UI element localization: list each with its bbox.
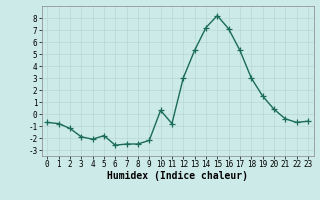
X-axis label: Humidex (Indice chaleur): Humidex (Indice chaleur) (107, 171, 248, 181)
